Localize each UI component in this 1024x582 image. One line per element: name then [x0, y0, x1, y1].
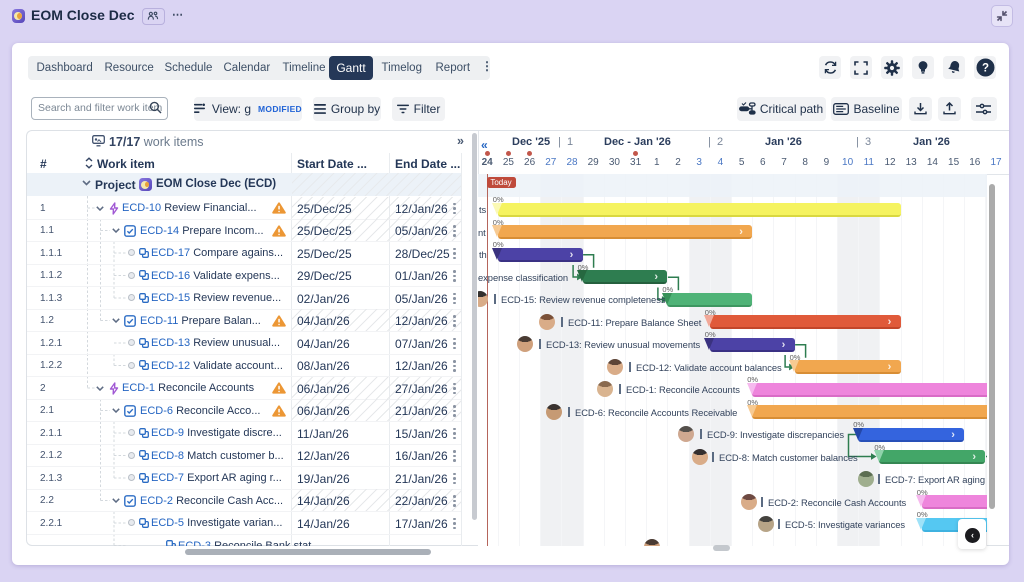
svg-text:?: ? — [981, 63, 988, 75]
